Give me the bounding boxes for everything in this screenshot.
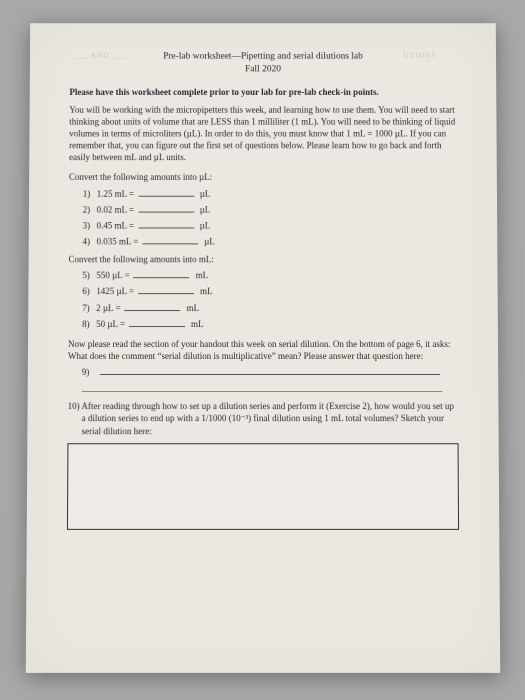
- q4-label: 0.035 mL =: [96, 235, 138, 247]
- question-2: 2) 0.02 mL = µL: [82, 203, 457, 215]
- q4-blank[interactable]: [142, 235, 198, 244]
- q8-unit: mL: [190, 318, 203, 330]
- question-6: 6) 1425 µL = mL: [82, 286, 457, 298]
- q9-num: 9): [81, 366, 95, 378]
- worksheet-page: ___ AND ___ UTIONS Pre-lab worksheet—Pip…: [25, 23, 499, 673]
- q5-blank[interactable]: [133, 270, 189, 279]
- intro-paragraph: You will be working with the micropipett…: [69, 104, 457, 164]
- subtitle: Fall 2020: [69, 63, 456, 76]
- q3-num: 3): [82, 219, 96, 231]
- question-8: 8) 50 µL = mL: [82, 318, 458, 330]
- q3-blank[interactable]: [137, 219, 193, 228]
- q2-unit: µL: [199, 203, 210, 215]
- q1-num: 1): [82, 187, 96, 199]
- convert-heading-2: Convert the following amounts into mL:: [68, 253, 457, 265]
- q8-blank[interactable]: [129, 318, 185, 327]
- question-9-text: Now please read the section of your hand…: [67, 338, 457, 362]
- q1-label: 1.25 mL =: [96, 187, 133, 199]
- q5-unit: mL: [195, 270, 207, 282]
- sketch-box[interactable]: [66, 443, 458, 530]
- question-1: 1) 1.25 mL = µL: [82, 187, 456, 199]
- q2-label: 0.02 mL =: [96, 203, 133, 215]
- q8-num: 8): [82, 318, 96, 330]
- question-5: 5) 550 µL = mL: [82, 270, 457, 282]
- q7-label: 2 µL =: [96, 302, 120, 314]
- q7-blank[interactable]: [124, 302, 180, 311]
- q4-num: 4): [82, 235, 96, 247]
- q5-label: 550 µL =: [96, 270, 129, 282]
- faded-text-right: UTIONS: [403, 51, 436, 61]
- q6-unit: mL: [200, 286, 213, 298]
- q9-answer-line[interactable]: [99, 366, 439, 375]
- q1-unit: µL: [199, 187, 210, 199]
- q6-num: 6): [82, 286, 96, 298]
- faded-text-left: ___ AND ___: [73, 51, 126, 61]
- q3-unit: µL: [199, 219, 210, 231]
- question-4: 4) 0.035 mL = µL: [82, 235, 457, 247]
- q3-label: 0.45 mL =: [96, 219, 133, 231]
- q9-answer-line-2[interactable]: [81, 382, 441, 392]
- question-3: 3) 0.45 mL = µL: [82, 219, 457, 231]
- q2-num: 2): [82, 203, 96, 215]
- q1-blank[interactable]: [138, 187, 194, 196]
- q8-label: 50 µL =: [96, 318, 125, 330]
- q6-label: 1425 µL =: [96, 286, 134, 298]
- q6-blank[interactable]: [138, 286, 194, 295]
- question-9-row: 9): [81, 366, 457, 378]
- question-10-text: 10) After reading through how to set up …: [67, 400, 458, 437]
- q7-num: 7): [82, 302, 96, 314]
- header: Pre-lab worksheet—Pipetting and serial d…: [69, 51, 456, 76]
- question-7: 7) 2 µL = mL: [82, 302, 458, 314]
- q5-num: 5): [82, 270, 96, 282]
- q7-unit: mL: [186, 302, 199, 314]
- q2-blank[interactable]: [137, 203, 193, 212]
- q4-unit: µL: [204, 235, 215, 247]
- title: Pre-lab worksheet—Pipetting and serial d…: [69, 51, 456, 64]
- instruction-bold: Please have this worksheet complete prio…: [69, 86, 456, 98]
- convert-heading-1: Convert the following amounts into µL:: [68, 171, 456, 183]
